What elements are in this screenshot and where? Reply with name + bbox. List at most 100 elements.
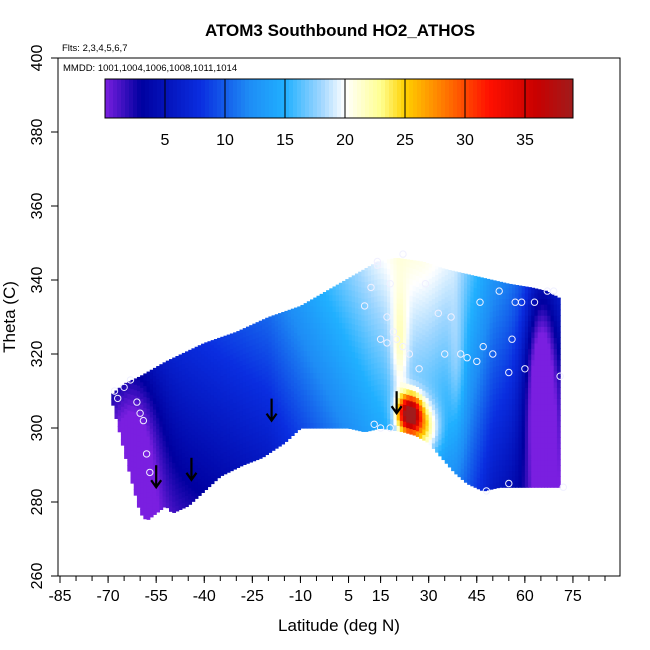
heatmap-cell (201, 481, 205, 488)
heatmap-cell (271, 322, 276, 329)
y-tick-label: 400 (29, 45, 46, 72)
colorbar-segment (133, 79, 138, 118)
heatmap-cell (213, 341, 218, 348)
heatmap-cell (165, 440, 170, 448)
heatmap-cell (463, 371, 468, 378)
heatmap-cell (252, 405, 257, 412)
heatmap-cell (245, 357, 250, 364)
heatmap-cell (281, 416, 286, 423)
heatmap-cell (351, 351, 356, 358)
heatmap-cell (345, 383, 350, 390)
heatmap-cell (345, 333, 350, 340)
heatmap-cell (338, 305, 343, 313)
heatmap-cell (367, 280, 372, 287)
heatmap-cell (229, 431, 234, 438)
heatmap-cell (463, 398, 468, 406)
heatmap-cell (185, 450, 189, 458)
colorbar-segment (385, 79, 390, 118)
heatmap-cell (463, 298, 468, 306)
heatmap-cell (515, 365, 520, 372)
heatmap-cell (284, 413, 289, 420)
colorbar-segment (405, 79, 410, 118)
heatmap-cell (271, 405, 276, 412)
colorbar-segment (481, 79, 486, 118)
heatmap-cell (361, 281, 366, 288)
heatmap-cell (245, 329, 250, 337)
heatmap-cell (310, 389, 314, 396)
heatmap-cell (252, 432, 257, 440)
colorbar-segment (313, 79, 318, 118)
heatmap-cell (499, 359, 504, 366)
heatmap-cell (537, 409, 542, 416)
heatmap-cell (425, 414, 430, 421)
heatmap-cell (377, 345, 382, 352)
heatmap-cell (550, 403, 555, 411)
heatmap-cell (306, 389, 311, 396)
heatmap-cell (553, 298, 558, 305)
heatmap-cell (175, 427, 180, 434)
heatmap-cell (310, 344, 314, 351)
heatmap-cell (512, 381, 516, 388)
heatmap-cell (175, 410, 180, 418)
heatmap-cell (300, 372, 305, 379)
heatmap-cell (406, 372, 411, 379)
heatmap-cell (335, 294, 340, 301)
heatmap-cell (499, 320, 504, 327)
heatmap-cell (409, 428, 414, 435)
heatmap-cell (518, 337, 523, 344)
heatmap-cell (175, 444, 180, 451)
heatmap-cell (207, 353, 212, 360)
heatmap-cell (422, 262, 427, 269)
heatmap-cell (159, 476, 164, 483)
heatmap-cell (537, 298, 542, 305)
heatmap-cell (210, 405, 215, 412)
heatmap-cell (383, 356, 388, 363)
observation-point (434, 309, 442, 317)
heatmap-cell (297, 373, 302, 381)
heatmap-cell (297, 346, 302, 353)
heatmap-cell (438, 350, 443, 357)
heatmap-cell (399, 375, 404, 383)
heatmap-cell (149, 369, 154, 374)
heatmap-cell (149, 461, 154, 468)
observation-point (114, 394, 122, 403)
heatmap-cell (544, 354, 548, 361)
heatmap-cell (502, 403, 507, 411)
heatmap-cell (220, 386, 225, 393)
heatmap-cell (162, 440, 167, 447)
heatmap-cell (396, 258, 401, 266)
heatmap-cell (287, 316, 292, 323)
heatmap-cell (329, 411, 334, 418)
heatmap-cell (374, 295, 378, 303)
heatmap-cell (268, 324, 273, 331)
heatmap-cell (505, 459, 510, 466)
heatmap-cell (470, 346, 475, 354)
heatmap-cell (505, 381, 510, 388)
heatmap-cell (489, 361, 494, 368)
heatmap-cell (152, 486, 157, 493)
heatmap-cell (479, 440, 484, 447)
heatmap-cell (508, 459, 513, 466)
heatmap-cell (220, 353, 225, 360)
colorbar-tick-label: 10 (216, 132, 234, 149)
heatmap-cell (457, 276, 462, 283)
heatmap-cell (233, 396, 237, 403)
heatmap-cell (457, 304, 462, 311)
heatmap-cell (544, 376, 548, 383)
heatmap-cell (117, 387, 122, 394)
colorbar-segment (509, 79, 514, 118)
heatmap-cell (133, 384, 138, 391)
heatmap-cell (512, 459, 516, 466)
heatmap-cell (531, 309, 536, 316)
heatmap-cell (435, 296, 439, 303)
heatmap-cell (496, 365, 500, 372)
heatmap-cell (499, 442, 504, 449)
heatmap-cell (528, 442, 532, 449)
heatmap-cell (210, 366, 215, 374)
heatmap-cell (515, 481, 520, 488)
colorbar-segment (249, 79, 254, 118)
heatmap-cell (383, 295, 388, 302)
heatmap-cell (326, 372, 330, 379)
heatmap-cell (146, 447, 151, 454)
heatmap-cell (124, 430, 128, 437)
